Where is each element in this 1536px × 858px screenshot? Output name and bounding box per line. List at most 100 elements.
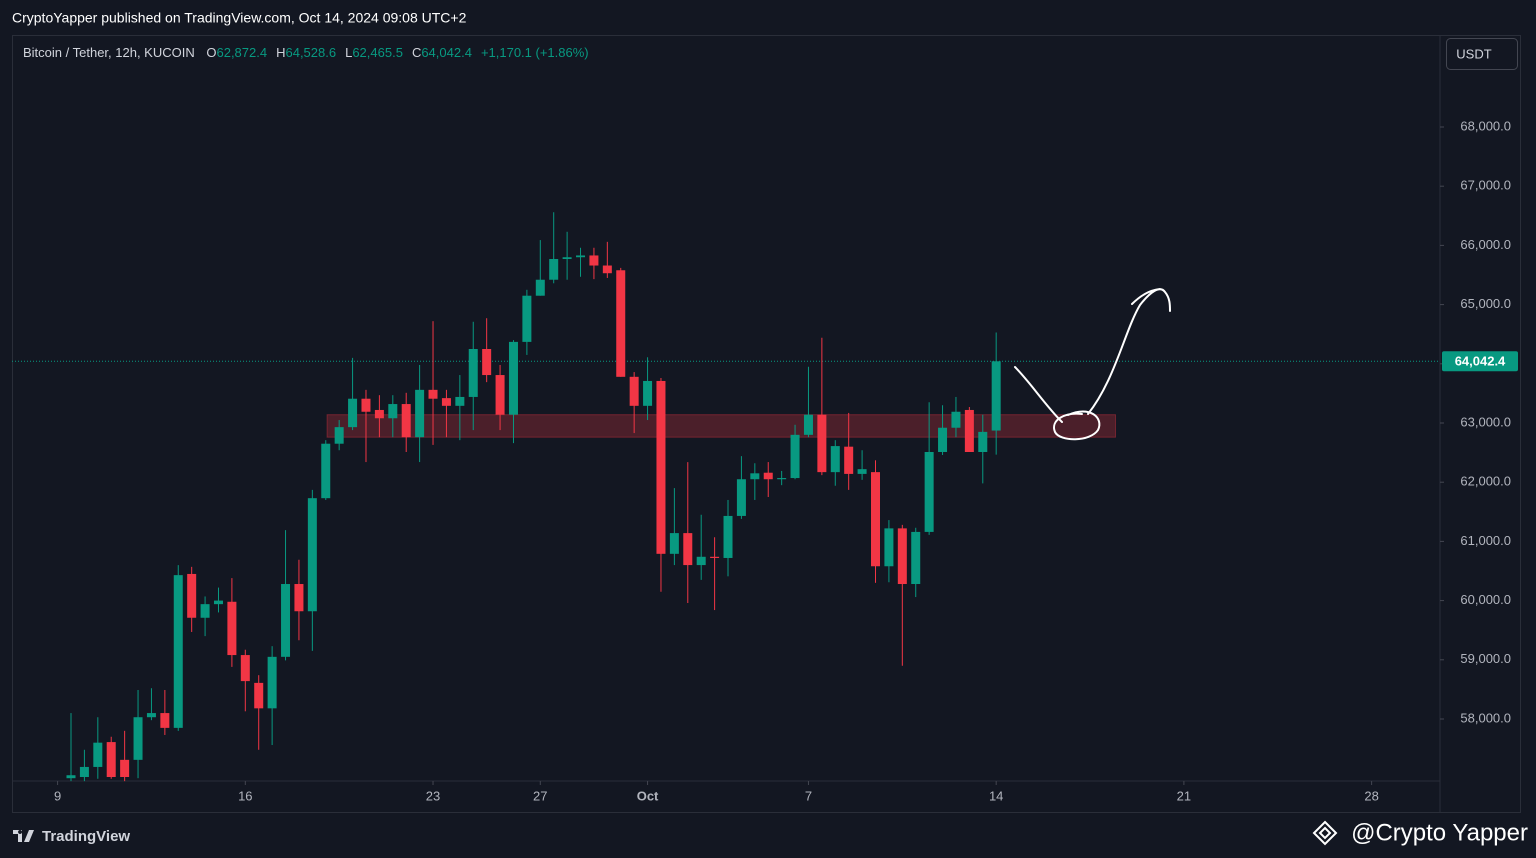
- x-tick-label: 21: [1177, 788, 1191, 803]
- watermark: @Crypto Yapper: [1351, 819, 1528, 846]
- candle-body: [294, 584, 304, 612]
- pane-border: [12, 35, 1521, 813]
- ohlc-value: 62,465.5: [352, 45, 403, 60]
- x-tick-label: 9: [54, 788, 61, 803]
- candle-body: [803, 414, 813, 435]
- candle-body: [951, 411, 961, 428]
- y-tick-label: 68,000.0: [1460, 118, 1511, 133]
- x-tick-label: 7: [805, 788, 812, 803]
- candle-body: [120, 759, 130, 778]
- candle-body: [428, 389, 438, 399]
- candle-body: [133, 717, 143, 760]
- tv-logo-mark: [13, 830, 34, 842]
- candle-body: [938, 427, 948, 453]
- change: +1,170.1 (+1.86%): [481, 45, 589, 60]
- candle-body: [348, 398, 358, 428]
- candle-body: [160, 713, 170, 728]
- candle-body: [254, 682, 264, 709]
- candle-body: [334, 427, 344, 444]
- candle-body: [227, 601, 237, 656]
- y-tick-label: 61,000.0: [1460, 533, 1511, 548]
- x-tick-label: 28: [1364, 788, 1378, 803]
- candle-body: [535, 279, 545, 296]
- candle-body: [964, 409, 974, 453]
- candle-body: [884, 528, 894, 567]
- candle-body: [549, 259, 559, 280]
- y-tick-label: 66,000.0: [1460, 237, 1511, 252]
- y-tick-label: 62,000.0: [1460, 474, 1511, 489]
- candle-body: [187, 573, 197, 618]
- x-tick-label: 27: [533, 788, 547, 803]
- candle-body: [495, 375, 505, 415]
- x-tick-label: Oct: [637, 788, 659, 803]
- last-price-badge: [1442, 351, 1518, 372]
- candle-body: [79, 766, 89, 778]
- candle-body: [817, 414, 827, 473]
- ohlc-value: 64,042.4: [421, 45, 472, 60]
- candle-body: [281, 584, 291, 657]
- candle-body: [307, 498, 317, 612]
- candle-body: [93, 742, 103, 767]
- candle-body: [857, 469, 867, 474]
- candle-body: [643, 380, 653, 406]
- candle-body: [106, 742, 116, 778]
- symbol-line: Bitcoin / Tether, 12h, KUCOIN O62,872.4 H…: [23, 45, 589, 60]
- ohlc-value: 64,528.6: [285, 45, 336, 60]
- candle-body: [683, 533, 693, 566]
- candle-body: [240, 655, 250, 682]
- candle-body: [844, 446, 854, 474]
- candle-body: [388, 404, 398, 419]
- currency-button[interactable]: [1446, 38, 1518, 70]
- candle-body: [830, 446, 840, 473]
- candle-body: [924, 452, 934, 532]
- ohlc-value: 62,872.4: [216, 45, 267, 60]
- candle-body: [146, 713, 156, 718]
- candle-body: [374, 409, 384, 419]
- candle-body: [66, 775, 76, 779]
- drawn-circle: [1053, 410, 1101, 441]
- watermark-icon: [1312, 820, 1338, 846]
- published-line: CryptoYapper published on TradingView.co…: [12, 10, 467, 26]
- y-tick-label: 65,000.0: [1460, 296, 1511, 311]
- candle-body: [267, 656, 277, 709]
- tv-logo: TradingView: [13, 828, 130, 845]
- y-tick-label: 60,000.0: [1460, 592, 1511, 607]
- zone: [326, 414, 1117, 438]
- candle-body: [200, 604, 210, 618]
- candle-body: [710, 556, 720, 558]
- candle-body: [602, 265, 612, 274]
- currency[interactable]: USDT: [1456, 46, 1491, 61]
- candle-body: [361, 398, 371, 412]
- candle-body: [415, 389, 425, 438]
- symbol: Bitcoin / Tether, 12h, KUCOIN: [23, 45, 195, 60]
- candle-body: [777, 478, 787, 480]
- ohlc-key: L: [345, 45, 352, 60]
- candle-body: [911, 531, 921, 585]
- candle-body: [696, 556, 706, 566]
- candle-body: [723, 515, 733, 558]
- candle-body: [576, 255, 586, 258]
- candle-body: [897, 528, 907, 585]
- candle-body: [750, 473, 760, 480]
- y-tick-label: 67,000.0: [1460, 178, 1511, 193]
- ohlc-key: O: [206, 45, 216, 60]
- candle-body: [790, 434, 800, 479]
- candle-body: [455, 396, 465, 406]
- ohlc-key: C: [412, 45, 421, 60]
- x-tick-label: 16: [238, 788, 252, 803]
- candle-body: [401, 404, 411, 438]
- x-tick-label: 23: [426, 788, 440, 803]
- last-price-label: 64,042.4: [1455, 354, 1506, 369]
- candle-body: [441, 398, 451, 406]
- candle-body: [173, 575, 183, 728]
- candle-body: [508, 341, 518, 415]
- candle-body: [656, 380, 666, 554]
- candle-body: [468, 348, 478, 397]
- candle-body: [522, 295, 532, 342]
- y-tick-label: 63,000.0: [1460, 414, 1511, 429]
- candle-body: [482, 348, 492, 376]
- drawn-arrow-up: [1087, 288, 1171, 415]
